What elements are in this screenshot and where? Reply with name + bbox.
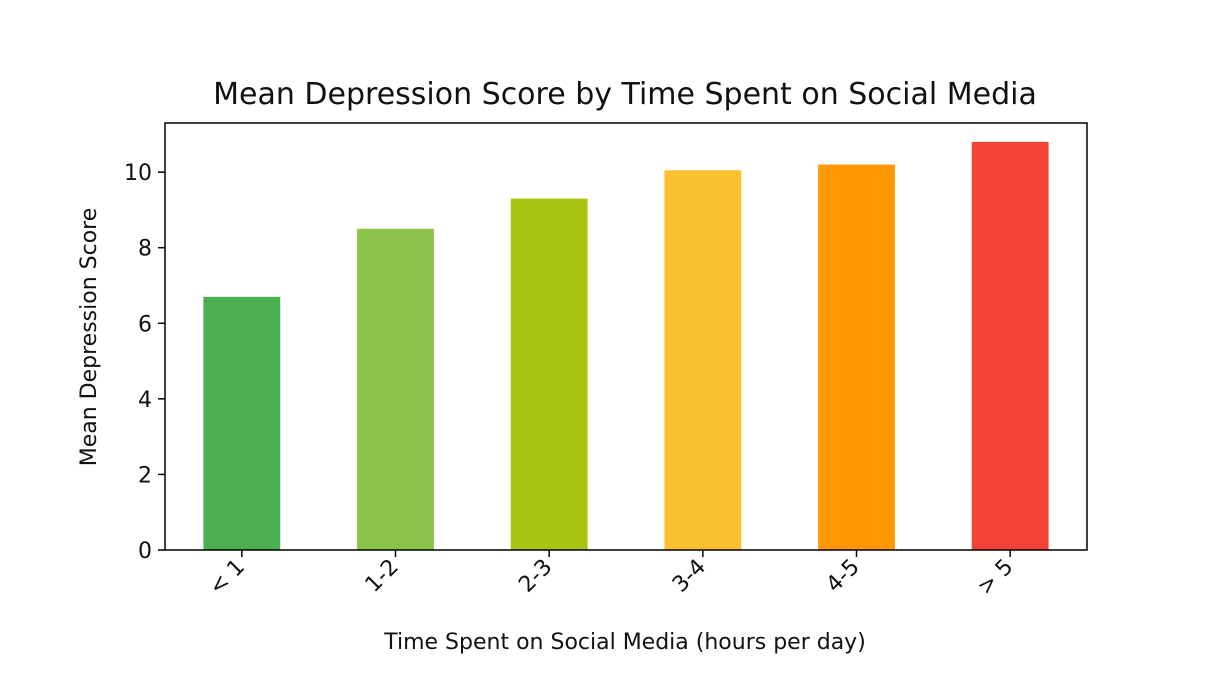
bar-1	[357, 228, 434, 551]
y-tick-label-2: 4	[138, 388, 152, 413]
bar-5	[971, 141, 1049, 550]
bar-4	[818, 164, 895, 550]
bar-3	[664, 170, 742, 551]
bars-group	[203, 141, 1049, 551]
x-tick-label-5: > 5	[973, 555, 1019, 601]
y-tick-label-3: 6	[138, 312, 152, 337]
x-tick-label-0: < 1	[205, 555, 251, 601]
y-axis-label: Mean Depression Score	[77, 208, 102, 467]
y-tick-label-5: 10	[124, 161, 152, 186]
x-tick-label-2: 2-3	[514, 555, 557, 598]
bar-2	[510, 198, 588, 550]
x-tick-label-3: 3-4	[668, 555, 711, 598]
x-tick-label-1: 1-2	[361, 555, 404, 598]
chart-title: Mean Depression Score by Time Spent on S…	[213, 77, 1037, 112]
y-tick-label-4: 8	[138, 237, 152, 262]
y-tick-label-0: 0	[138, 539, 152, 564]
y-tick-label-1: 2	[138, 463, 152, 488]
y-axis: 0 2 4 6 8 10	[124, 161, 165, 564]
x-axis-label: Time Spent on Social Media (hours per da…	[383, 630, 866, 655]
plot-area-frame	[164, 122, 1088, 551]
bar-0	[203, 296, 281, 550]
x-axis: < 1 1-2 2-3 3-4 4-5 > 5	[205, 550, 1019, 601]
x-tick-label-4: 4-5	[822, 555, 865, 598]
